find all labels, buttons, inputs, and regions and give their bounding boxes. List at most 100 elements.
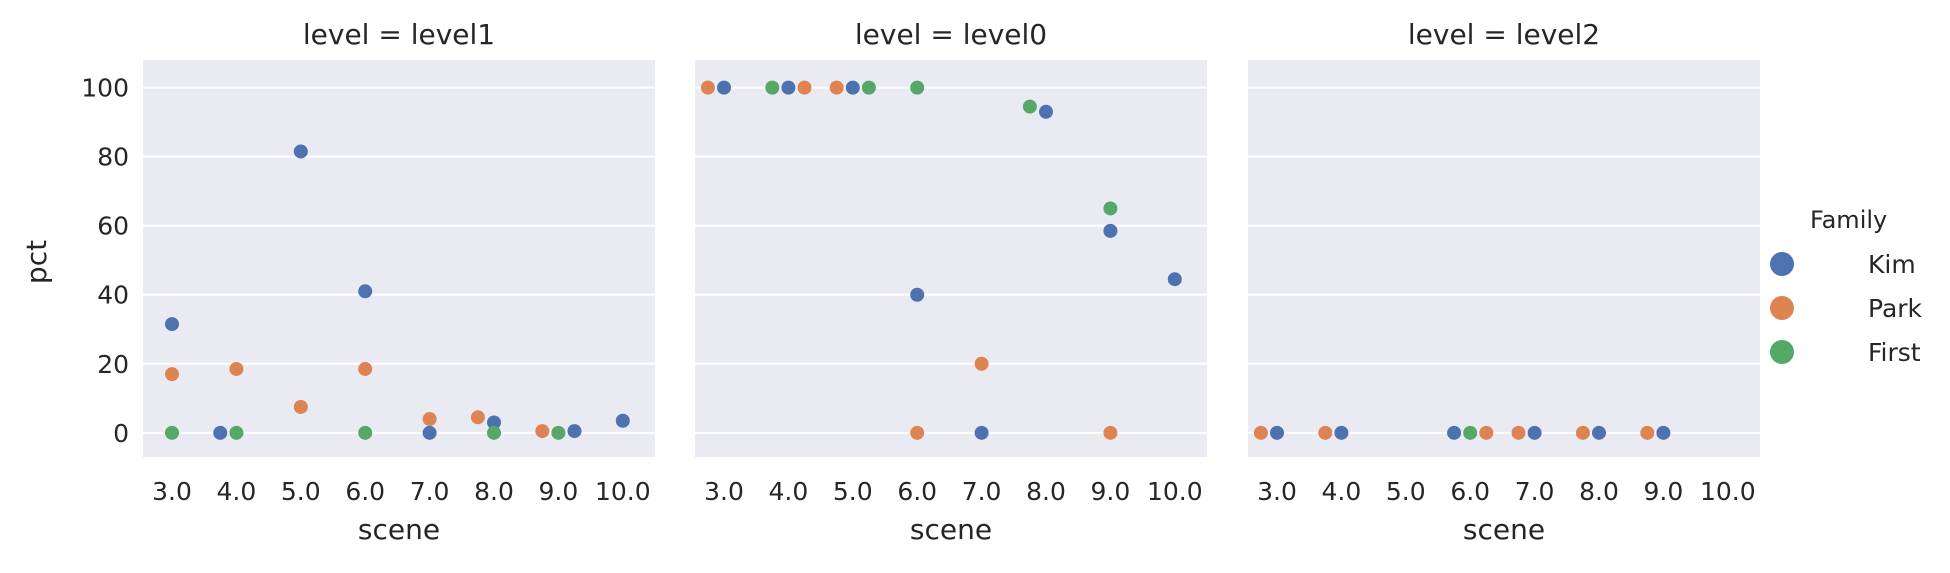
data-point-kim (845, 80, 860, 95)
legend-marker-kim (1770, 252, 1794, 276)
legend: Family Kim Park First (1770, 206, 1923, 367)
data-point-first (1463, 425, 1478, 440)
data-point-park (1253, 425, 1268, 440)
data-point-first (765, 80, 780, 95)
panel-3: 3.0 4.0 5.0 6.0 7.0 8.0 9.0 10.0 level = level2 s… (1248, 18, 1760, 546)
panel-title: level = level0 (855, 18, 1047, 51)
panels: 0 20 40 60 80 100 3.0 4.0 5.0 6.0 7.0 8.0 9.0 10.0 lev… (81, 18, 1760, 546)
x-tick-label: 6.0 (1450, 477, 1490, 506)
x-tick-label: 10.0 (1147, 477, 1203, 506)
x-tick-label: 8.0 (474, 477, 514, 506)
data-point-park (910, 425, 925, 440)
data-point-kim (910, 287, 925, 302)
data-point-first (1103, 201, 1118, 216)
data-point-park (1479, 425, 1494, 440)
data-point-kim (567, 424, 582, 439)
data-point-park (1318, 425, 1333, 440)
data-point-first (487, 425, 501, 440)
panel-background (695, 60, 1207, 457)
x-tick-label: 6.0 (897, 477, 937, 506)
x-tick-label: 9.0 (1644, 477, 1684, 506)
x-tick-label: 3.0 (1257, 477, 1297, 506)
data-point-park (1640, 425, 1655, 440)
data-point-kim (1167, 272, 1182, 287)
data-point-park (797, 80, 812, 95)
legend-label-first: First (1868, 338, 1921, 367)
data-point-kim (293, 144, 308, 159)
data-point-park (229, 361, 244, 376)
x-tick-label: 4.0 (1322, 477, 1362, 506)
data-point-first (358, 425, 373, 440)
x-tick-label: 9.0 (1091, 477, 1131, 506)
data-point-kim (781, 80, 796, 95)
data-point-park (165, 367, 179, 382)
data-point-kim (1656, 425, 1671, 440)
data-point-kim (1527, 425, 1542, 440)
legend-title: Family (1810, 206, 1887, 234)
data-point-park (358, 361, 373, 376)
panel-background (1248, 60, 1760, 457)
x-tick-label: 8.0 (1579, 477, 1619, 506)
panel-2: 3.0 4.0 5.0 6.0 7.0 8.0 9.0 10.0 level = level0 s… (695, 18, 1207, 546)
data-point-park (293, 399, 308, 414)
data-point-kim (165, 317, 179, 332)
data-point-park (1511, 425, 1526, 440)
data-point-park (422, 412, 437, 427)
panel-title: level = level2 (1408, 18, 1600, 51)
y-tick-label: 100 (81, 74, 129, 103)
legend-marker-park (1770, 296, 1794, 320)
data-point-kim (1103, 223, 1118, 238)
x-tick-label: 4.0 (217, 477, 257, 506)
data-point-first (861, 80, 876, 95)
y-tick-label: 0 (113, 419, 129, 448)
x-axis-label: scene (1463, 513, 1545, 546)
data-point-kim (487, 415, 501, 430)
x-tick-label: 7.0 (1515, 477, 1555, 506)
data-point-park (829, 80, 844, 95)
x-tick-label: 10.0 (1700, 477, 1756, 506)
data-point-first (910, 80, 925, 95)
y-tick-label: 80 (97, 143, 129, 172)
data-point-kim (422, 425, 437, 440)
data-point-park (700, 80, 715, 95)
x-tick-label: 6.0 (345, 477, 385, 506)
data-point-kim (213, 425, 228, 440)
data-point-kim (1334, 425, 1349, 440)
data-point-kim (1447, 425, 1462, 440)
data-point-kim (1039, 104, 1053, 119)
x-tick-label: 3.0 (152, 477, 192, 506)
data-point-first (165, 425, 179, 440)
x-tick-label: 3.0 (704, 477, 744, 506)
data-point-kim (1592, 425, 1606, 440)
data-point-kim (358, 284, 373, 299)
x-tick-label: 5.0 (833, 477, 873, 506)
x-tick-label: 10.0 (595, 477, 651, 506)
y-tick-label: 60 (97, 212, 129, 241)
x-tick-label: 7.0 (962, 477, 1002, 506)
panel-title: level = level1 (303, 18, 495, 51)
data-point-kim (974, 425, 989, 440)
data-point-kim (615, 413, 630, 428)
x-axis-label: scene (358, 513, 440, 546)
legend-label-park: Park (1868, 294, 1923, 323)
data-point-park (974, 356, 989, 371)
data-point-park (1103, 425, 1118, 440)
x-axis-label: scene (910, 513, 992, 546)
legend-marker-first (1770, 340, 1794, 364)
x-tick-label: 7.0 (410, 477, 450, 506)
data-point-kim (1270, 425, 1284, 440)
x-tick-label: 8.0 (1026, 477, 1066, 506)
data-point-kim (717, 80, 731, 95)
panel-1: 0 20 40 60 80 100 3.0 4.0 5.0 6.0 7.0 8.0 9.0 10.0 lev… (81, 18, 655, 546)
y-tick-label: 40 (97, 281, 129, 310)
data-point-first (551, 425, 566, 440)
data-point-first (1022, 99, 1037, 114)
legend-label-kim: Kim (1868, 250, 1916, 279)
x-tick-label: 5.0 (281, 477, 321, 506)
x-tick-label: 4.0 (769, 477, 809, 506)
data-point-park (1575, 425, 1590, 440)
data-point-park (535, 424, 550, 439)
y-axis-label: pct (20, 240, 53, 284)
panel-background (143, 60, 655, 457)
